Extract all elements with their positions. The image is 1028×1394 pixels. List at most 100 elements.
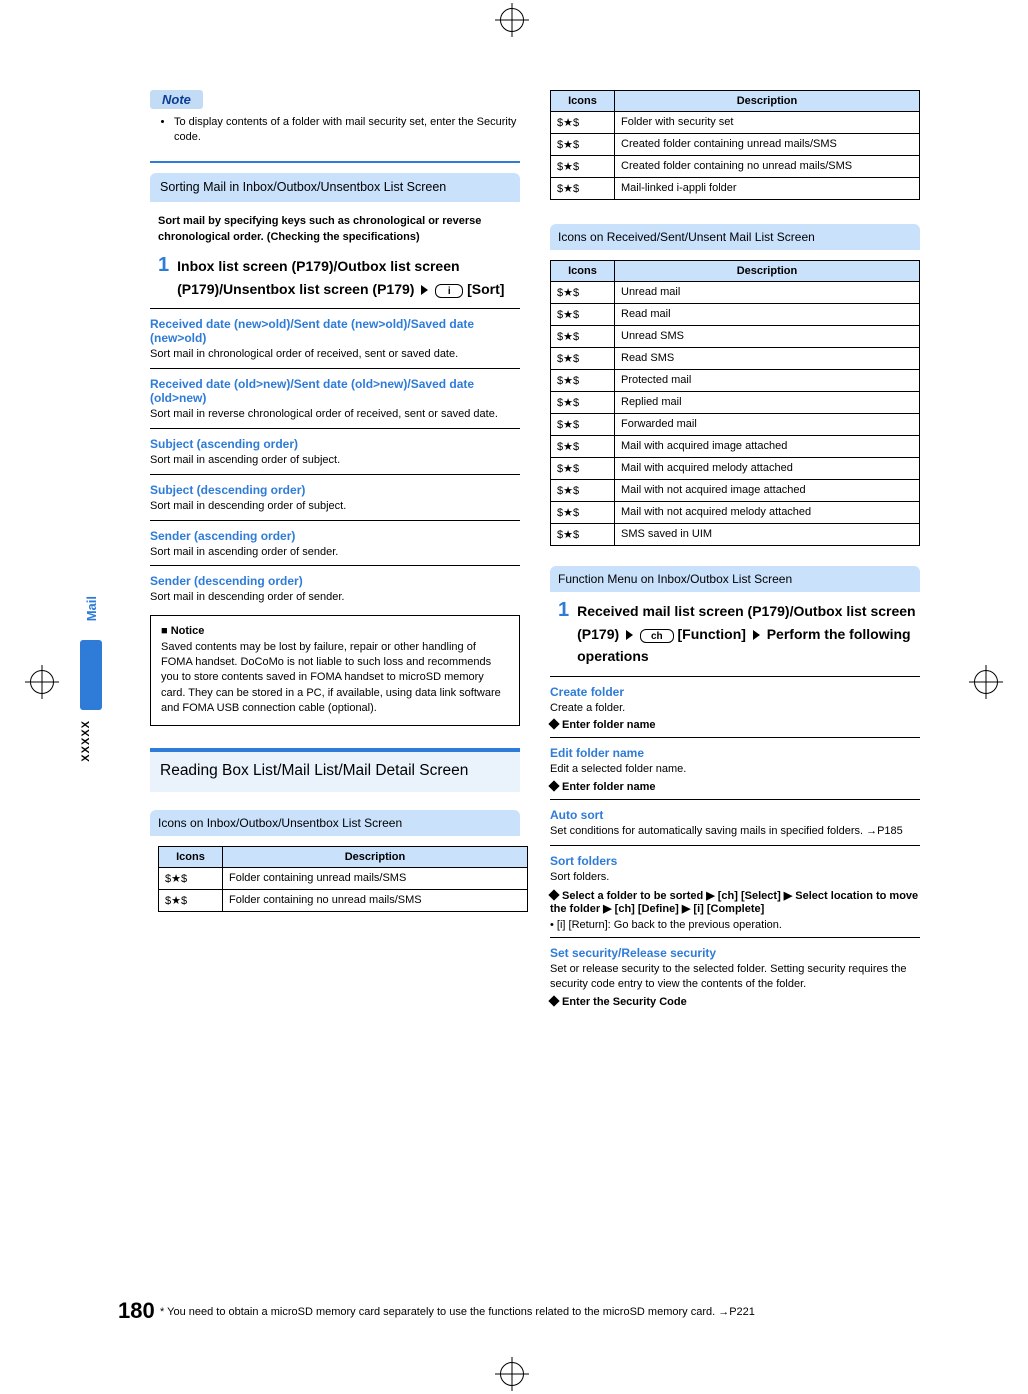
divider [550, 676, 920, 677]
cell-icon: $★$ [551, 524, 615, 546]
func-action-text: Enter folder name [562, 719, 656, 731]
notice-heading: ■ Notice [161, 624, 509, 639]
divider [150, 368, 520, 369]
content-columns: Note To display contents of a folder wit… [150, 90, 928, 1008]
th-icons: Icons [551, 91, 615, 112]
softkey-i: i [435, 284, 463, 298]
cell-desc: Mail with not acquired melody attached [615, 502, 920, 524]
table-row: $★$Unread SMS [551, 326, 920, 348]
cell-desc: Unread SMS [615, 326, 920, 348]
arrow-icon [753, 630, 760, 640]
cell-desc: Mail with acquired melody attached [615, 458, 920, 480]
table-row: $★$Read mail [551, 304, 920, 326]
func-action: Enter the Security Code [550, 996, 920, 1008]
th-desc: Description [615, 261, 920, 282]
cell-desc: Mail-linked i-appli folder [615, 178, 920, 200]
func-action-text: Select a folder to be sorted ▶ [ch] [Sel… [550, 890, 918, 915]
note-list: To display contents of a folder with mai… [174, 115, 520, 145]
cell-desc: Folder containing no unread mails/SMS [223, 890, 528, 912]
side-tab-x: XXXXX [80, 720, 92, 762]
func-subnote: • [i] [Return]: Go back to the previous … [550, 919, 920, 931]
table-row: $★$Folder with security set [551, 112, 920, 134]
table-header-row: Icons Description [551, 91, 920, 112]
option-title: Received date (new>old)/Sent date (new>o… [150, 317, 520, 345]
cell-desc: Read SMS [615, 348, 920, 370]
divider [550, 737, 920, 738]
cell-icon: $★$ [551, 112, 615, 134]
table-row: $★$Created folder containing unread mail… [551, 134, 920, 156]
cell-icon: $★$ [159, 868, 223, 890]
registration-mark [30, 670, 54, 694]
divider [150, 520, 520, 521]
option-title: Sender (descending order) [150, 574, 520, 588]
th-desc: Description [223, 847, 528, 868]
cell-desc: Replied mail [615, 392, 920, 414]
cell-icon: $★$ [551, 370, 615, 392]
cell-icon: $★$ [551, 134, 615, 156]
subsection-heading: Function Menu on Inbox/Outbox List Scree… [550, 566, 920, 592]
th-desc: Description [615, 91, 920, 112]
cell-desc: Folder containing unread mails/SMS [223, 868, 528, 890]
diamond-icon [548, 889, 559, 900]
table-row: $★$Read SMS [551, 348, 920, 370]
th-icons: Icons [551, 261, 615, 282]
right-column: Icons Description $★$Folder with securit… [550, 90, 920, 1008]
option-title: Received date (old>new)/Sent date (old>n… [150, 377, 520, 405]
table-row: $★$Replied mail [551, 392, 920, 414]
step-mid: [Function] [678, 626, 750, 642]
cell-desc: Created folder containing no unread mail… [615, 156, 920, 178]
table-row: $★$Protected mail [551, 370, 920, 392]
registration-mark [500, 1362, 524, 1386]
func-action: Enter folder name [550, 719, 920, 731]
func-title: Edit folder name [550, 746, 920, 760]
cell-icon: $★$ [551, 348, 615, 370]
th-icons: Icons [159, 847, 223, 868]
cell-icon: $★$ [551, 502, 615, 524]
func-desc: Set conditions for automatically saving … [550, 824, 920, 839]
option-desc: Sort mail in descending order of subject… [150, 499, 520, 514]
arrow-icon [626, 630, 633, 640]
func-title: Set security/Release security [550, 946, 920, 960]
option-title: Sender (ascending order) [150, 529, 520, 543]
func-title: Create folder [550, 685, 920, 699]
section-heading-sorting: Sorting Mail in Inbox/Outbox/Unsentbox L… [150, 173, 520, 202]
divider [150, 474, 520, 475]
divider [150, 428, 520, 429]
cell-desc: Mail with not acquired image attached [615, 480, 920, 502]
cell-icon: $★$ [551, 436, 615, 458]
subsection-heading: Icons on Inbox/Outbox/Unsentbox List Scr… [150, 810, 520, 836]
func-action: Select a folder to be sorted ▶ [ch] [Sel… [550, 889, 920, 915]
option-desc: Sort mail in chronological order of rece… [150, 347, 520, 362]
step-row: 1 Received mail list screen (P179)/Outbo… [558, 600, 920, 667]
table-header-row: Icons Description [159, 847, 528, 868]
step-number: 1 [158, 255, 169, 300]
option-title: Subject (descending order) [150, 483, 520, 497]
registration-mark [974, 670, 998, 694]
func-title: Sort folders [550, 854, 920, 868]
table-row: $★$Mail with not acquired melody attache… [551, 502, 920, 524]
divider [550, 845, 920, 846]
notice-box: ■ Notice Saved contents may be lost by f… [150, 615, 520, 725]
divider [150, 308, 520, 309]
icons-boxlist-table-cont: Icons Description $★$Folder with securit… [550, 90, 920, 200]
divider [150, 565, 520, 566]
table-row: $★$Created folder containing no unread m… [551, 156, 920, 178]
table-row: $★$Forwarded mail [551, 414, 920, 436]
cell-desc: Read mail [615, 304, 920, 326]
diamond-icon [548, 781, 559, 792]
table-header-row: Icons Description [551, 261, 920, 282]
side-tab-block [80, 640, 102, 710]
side-tab: Mail [84, 590, 99, 621]
table-row: $★$Folder containing no unread mails/SMS [159, 890, 528, 912]
note-item: To display contents of a folder with mai… [174, 115, 520, 145]
arrow-icon [421, 285, 428, 295]
subsection-heading: Icons on Received/Sent/Unsent Mail List … [550, 224, 920, 250]
cell-icon: $★$ [551, 392, 615, 414]
registration-mark [500, 8, 524, 32]
table-row: $★$Unread mail [551, 282, 920, 304]
option-desc: Sort mail in ascending order of subject. [150, 453, 520, 468]
table-row: $★$SMS saved in UIM [551, 524, 920, 546]
step-number: 1 [558, 600, 569, 667]
cell-desc: Mail with acquired image attached [615, 436, 920, 458]
cell-icon: $★$ [551, 458, 615, 480]
